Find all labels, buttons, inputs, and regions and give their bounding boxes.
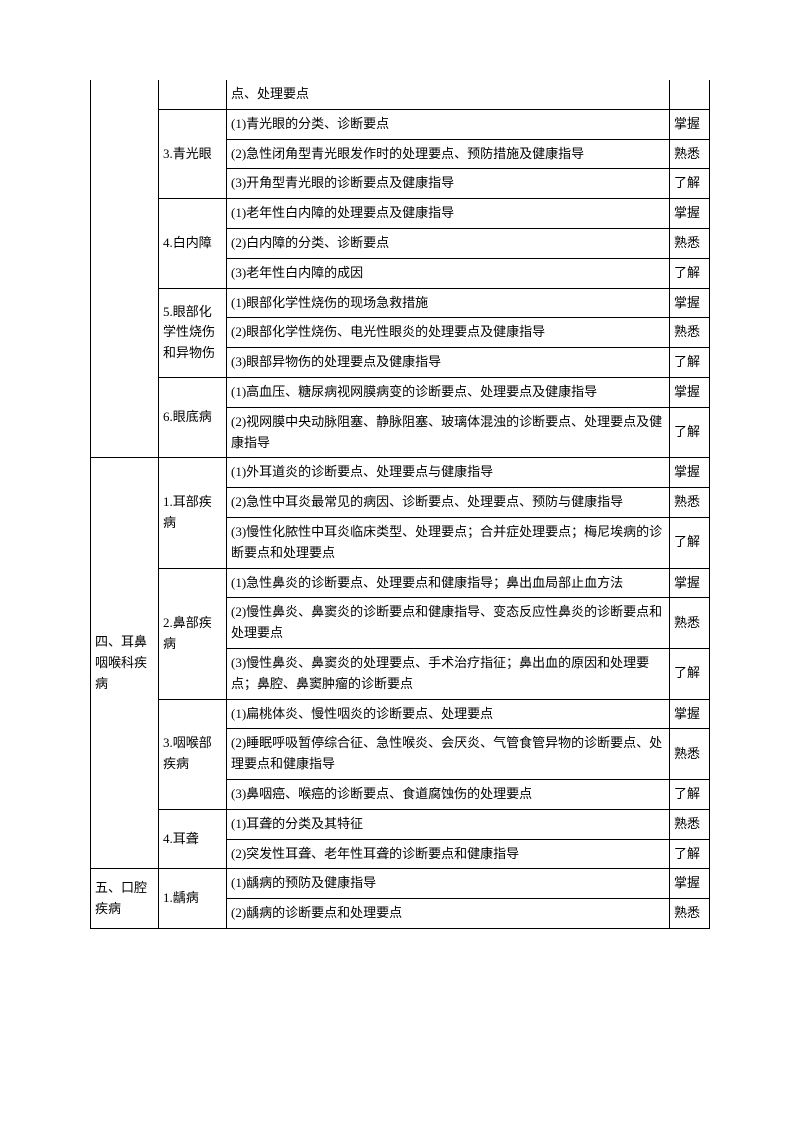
content-cell: (2)白内障的分类、诊断要点 bbox=[227, 228, 670, 258]
level-cell: 熟悉 bbox=[670, 228, 710, 258]
content-cell: (1)龋病的预防及健康指导 bbox=[227, 869, 670, 899]
table-row: 4.白内障(1)老年性白内障的处理要点及健康指导掌握 bbox=[91, 199, 710, 229]
subcategory-cell: 1.耳部疾病 bbox=[159, 458, 227, 568]
content-cell: (1)老年性白内障的处理要点及健康指导 bbox=[227, 199, 670, 229]
subcategory-cell: 6.眼底病 bbox=[159, 377, 227, 457]
level-cell: 了解 bbox=[670, 779, 710, 809]
content-cell: (2)急性闭角型青光眼发作时的处理要点、预防措施及健康指导 bbox=[227, 139, 670, 169]
level-cell: 了解 bbox=[670, 169, 710, 199]
content-cell: (3)慢性化脓性中耳炎临床类型、处理要点；合并症处理要点；梅尼埃病的诊断要点和处… bbox=[227, 517, 670, 568]
level-cell: 了解 bbox=[670, 517, 710, 568]
category-cell bbox=[91, 80, 159, 458]
content-cell: (3)老年性白内障的成因 bbox=[227, 258, 670, 288]
content-cell: (2)急性中耳炎最常见的病因、诊断要点、处理要点、预防与健康指导 bbox=[227, 488, 670, 518]
subcategory-cell: 5.眼部化学性烧伤和异物伤 bbox=[159, 288, 227, 377]
level-cell: 掌握 bbox=[670, 699, 710, 729]
table-row: 3.咽喉部疾病(1)扁桃体炎、慢性咽炎的诊断要点、处理要点掌握 bbox=[91, 699, 710, 729]
level-cell: 熟悉 bbox=[670, 729, 710, 780]
level-cell: 了解 bbox=[670, 407, 710, 458]
content-cell: (1)青光眼的分类、诊断要点 bbox=[227, 109, 670, 139]
level-cell: 熟悉 bbox=[670, 809, 710, 839]
content-cell: (2)突发性耳聋、老年性耳聋的诊断要点和健康指导 bbox=[227, 839, 670, 869]
level-cell: 了解 bbox=[670, 258, 710, 288]
category-cell: 四、耳鼻咽喉科疾病 bbox=[91, 458, 159, 869]
level-cell: 掌握 bbox=[670, 458, 710, 488]
level-cell: 了解 bbox=[670, 648, 710, 699]
level-cell: 了解 bbox=[670, 839, 710, 869]
content-cell: (1)扁桃体炎、慢性咽炎的诊断要点、处理要点 bbox=[227, 699, 670, 729]
level-cell: 掌握 bbox=[670, 199, 710, 229]
level-cell: 熟悉 bbox=[670, 899, 710, 929]
level-cell: 掌握 bbox=[670, 288, 710, 318]
table-row: 五、口腔疾病1.龋病(1)龋病的预防及健康指导掌握 bbox=[91, 869, 710, 899]
level-cell: 熟悉 bbox=[670, 318, 710, 348]
content-cell: (3)慢性鼻炎、鼻窦炎的处理要点、手术治疗指征；鼻出血的原因和处理要点；鼻腔、鼻… bbox=[227, 648, 670, 699]
content-cell: (1)眼部化学性烧伤的现场急救措施 bbox=[227, 288, 670, 318]
level-cell: 熟悉 bbox=[670, 488, 710, 518]
level-cell: 掌握 bbox=[670, 109, 710, 139]
subcategory-cell: 1.龋病 bbox=[159, 869, 227, 929]
subcategory-cell: 3.青光眼 bbox=[159, 109, 227, 198]
subcategory-cell: 3.咽喉部疾病 bbox=[159, 699, 227, 809]
content-cell: 点、处理要点 bbox=[227, 80, 670, 109]
content-cell: (1)耳聋的分类及其特征 bbox=[227, 809, 670, 839]
content-cell: (2)眼部化学性烧伤、电光性眼炎的处理要点及健康指导 bbox=[227, 318, 670, 348]
table-row: 2.鼻部疾病(1)急性鼻炎的诊断要点、处理要点和健康指导；鼻出血局部止血方法掌握 bbox=[91, 568, 710, 598]
level-cell: 掌握 bbox=[670, 869, 710, 899]
table-row: 四、耳鼻咽喉科疾病1.耳部疾病(1)外耳道炎的诊断要点、处理要点与健康指导掌握 bbox=[91, 458, 710, 488]
content-cell: (1)急性鼻炎的诊断要点、处理要点和健康指导；鼻出血局部止血方法 bbox=[227, 568, 670, 598]
subcategory-cell: 4.白内障 bbox=[159, 199, 227, 288]
table-row: 4.耳聋(1)耳聋的分类及其特征熟悉 bbox=[91, 809, 710, 839]
content-cell: (3)开角型青光眼的诊断要点及健康指导 bbox=[227, 169, 670, 199]
syllabus-table: 点、处理要点3.青光眼(1)青光眼的分类、诊断要点掌握(2)急性闭角型青光眼发作… bbox=[90, 80, 710, 929]
content-cell: (2)龋病的诊断要点和处理要点 bbox=[227, 899, 670, 929]
content-cell: (2)睡眠呼吸暂停综合征、急性喉炎、会厌炎、气管食管异物的诊断要点、处理要点和健… bbox=[227, 729, 670, 780]
category-cell: 五、口腔疾病 bbox=[91, 869, 159, 929]
content-cell: (2)慢性鼻炎、鼻窦炎的诊断要点和健康指导、变态反应性鼻炎的诊断要点和处理要点 bbox=[227, 598, 670, 649]
content-cell: (1)外耳道炎的诊断要点、处理要点与健康指导 bbox=[227, 458, 670, 488]
level-cell bbox=[670, 80, 710, 109]
subcategory-cell: 2.鼻部疾病 bbox=[159, 568, 227, 699]
table-row: 点、处理要点 bbox=[91, 80, 710, 109]
level-cell: 掌握 bbox=[670, 568, 710, 598]
content-cell: (3)鼻咽癌、喉癌的诊断要点、食道腐蚀伤的处理要点 bbox=[227, 779, 670, 809]
level-cell: 掌握 bbox=[670, 377, 710, 407]
subcategory-cell: 4.耳聋 bbox=[159, 809, 227, 869]
subcategory-cell bbox=[159, 80, 227, 109]
level-cell: 了解 bbox=[670, 348, 710, 378]
level-cell: 熟悉 bbox=[670, 598, 710, 649]
content-cell: (1)高血压、糖尿病视网膜病变的诊断要点、处理要点及健康指导 bbox=[227, 377, 670, 407]
content-cell: (2)视网膜中央动脉阻塞、静脉阻塞、玻璃体混浊的诊断要点、处理要点及健康指导 bbox=[227, 407, 670, 458]
table-row: 5.眼部化学性烧伤和异物伤(1)眼部化学性烧伤的现场急救措施掌握 bbox=[91, 288, 710, 318]
level-cell: 熟悉 bbox=[670, 139, 710, 169]
table-row: 6.眼底病(1)高血压、糖尿病视网膜病变的诊断要点、处理要点及健康指导掌握 bbox=[91, 377, 710, 407]
content-cell: (3)眼部异物伤的处理要点及健康指导 bbox=[227, 348, 670, 378]
table-row: 3.青光眼(1)青光眼的分类、诊断要点掌握 bbox=[91, 109, 710, 139]
